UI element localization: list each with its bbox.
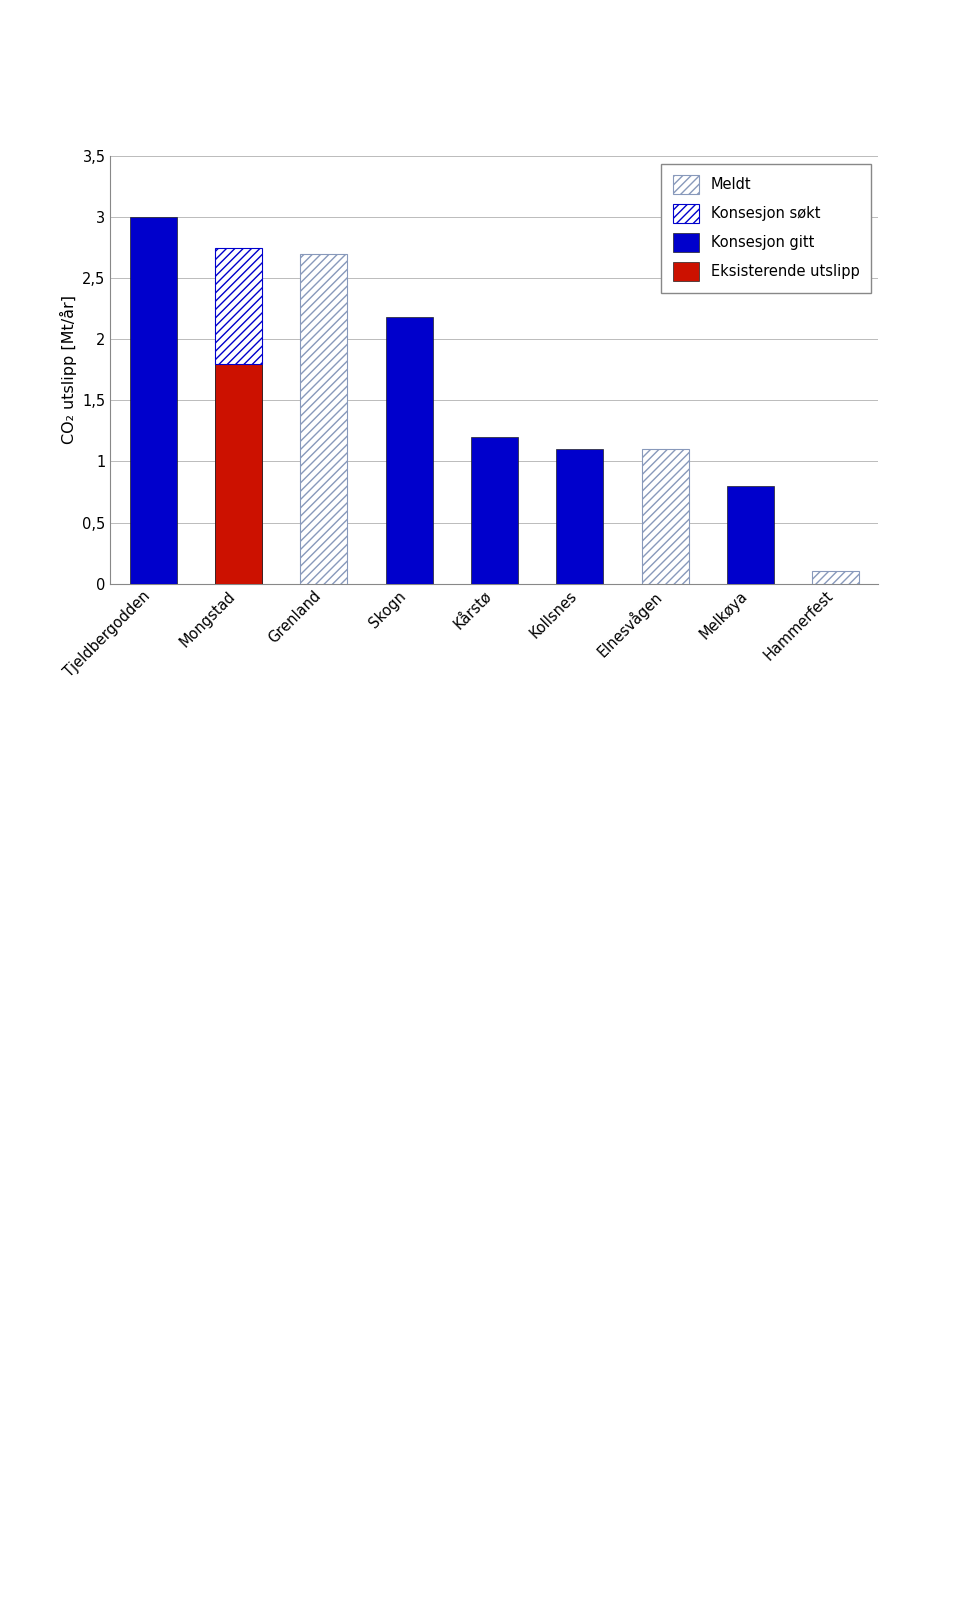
Bar (215, 364, 262, 584)
Legend: Meldt, Konsesjon søkt, Konsesjon gitt, Eksisterende utslipp: Meldt, Konsesjon søkt, Konsesjon gitt, E… (661, 164, 871, 292)
Bar (556, 450, 603, 584)
Bar (727, 485, 774, 584)
Bar (215, 248, 262, 364)
Y-axis label: CO₂ utslipp [Mt/år]: CO₂ utslipp [Mt/år] (60, 295, 77, 445)
Bar (215, 364, 262, 584)
Bar (300, 255, 348, 584)
Bar (641, 450, 688, 584)
Bar (386, 318, 433, 584)
Bar (471, 437, 517, 584)
Bar (130, 218, 177, 584)
Bar (812, 571, 859, 584)
